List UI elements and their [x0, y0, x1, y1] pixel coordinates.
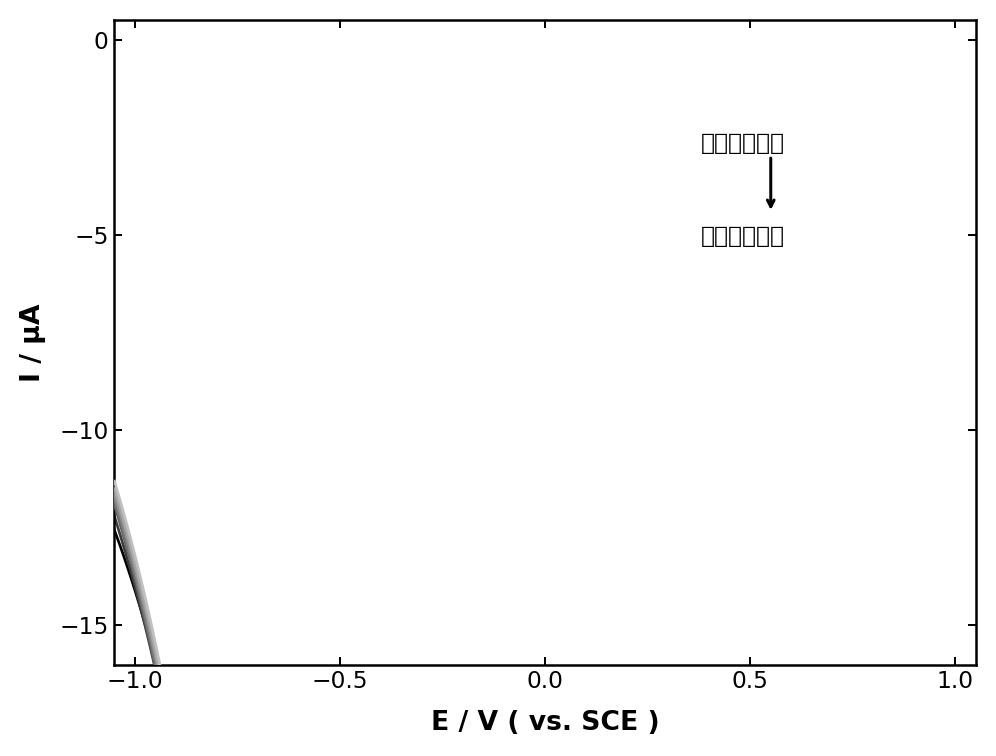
Text: 葫葡糖低浓度: 葫葡糖低浓度 [701, 132, 785, 154]
Y-axis label: I / μA: I / μA [20, 303, 46, 382]
Text: 葫葡糖高浓度: 葫葡糖高浓度 [701, 225, 785, 248]
X-axis label: E / V ( vs. SCE ): E / V ( vs. SCE ) [431, 710, 659, 736]
